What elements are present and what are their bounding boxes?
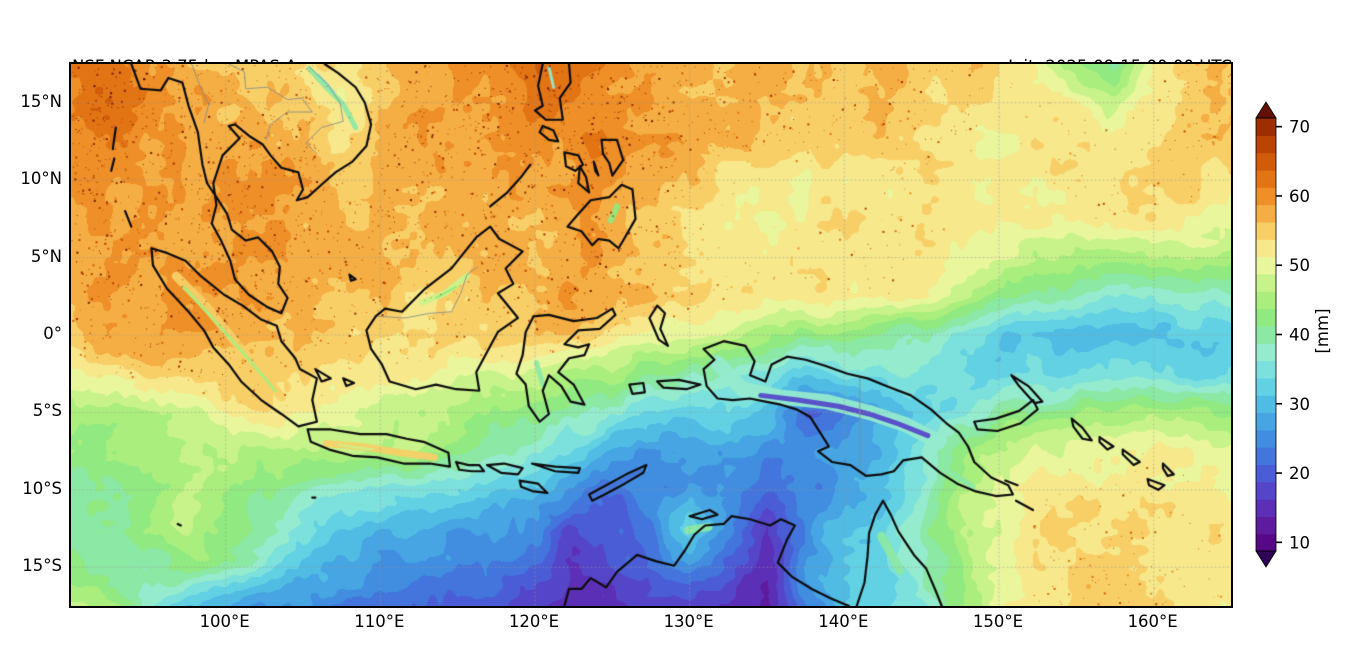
colorbar-svg: 10 20 30 40 50 60 70 (1255, 101, 1310, 568)
x-tick-label: 150°E (972, 612, 1024, 631)
colorbar-tick-label: 30 (1289, 395, 1310, 414)
colorbar-band (1256, 118, 1276, 136)
colorbar-tick-label: 60 (1289, 187, 1310, 206)
y-tick-label: 0° (43, 324, 62, 343)
colorbar-band (1256, 273, 1276, 292)
colorbar-band (1256, 221, 1276, 240)
colorbar-band (1256, 533, 1276, 552)
x-tick-label: 140°E (818, 612, 869, 631)
map-panel (69, 62, 1233, 608)
colorbar-band (1256, 429, 1276, 448)
colorbar-band (1256, 377, 1276, 396)
y-tick-label: 15°N (20, 91, 62, 111)
colorbar-band (1256, 256, 1276, 275)
colorbar-band (1256, 187, 1276, 206)
colorbar-band (1256, 447, 1276, 465)
colorbar-band (1256, 464, 1276, 483)
colorbar-units-label: [mm] (1313, 308, 1332, 354)
colorbar-band (1256, 395, 1276, 414)
y-tick-label: 15°S (22, 556, 62, 576)
colorbar-tick-label: 20 (1289, 464, 1310, 483)
colorbar-band (1256, 152, 1276, 171)
colorbar-band (1256, 135, 1276, 154)
colorbar-band (1256, 343, 1276, 362)
colorbar-tick-label: 50 (1289, 256, 1310, 275)
colorbar-band (1256, 481, 1276, 500)
colorbar-band (1256, 360, 1276, 379)
x-tick-label: 120°E (508, 612, 560, 631)
x-tick-label: 160°E (1127, 612, 1178, 631)
y-tick-label: 5°S (32, 401, 62, 421)
colorbar-band (1256, 325, 1276, 344)
y-tick-label: 10°N (20, 169, 62, 189)
colorbar-band (1256, 169, 1276, 188)
colorbar-tick-label: 40 (1289, 326, 1310, 345)
colorbar: 10 20 30 40 50 60 70 (1252, 100, 1349, 590)
colorbar-band (1256, 308, 1276, 327)
y-tick-label: 5°N (30, 246, 62, 266)
x-tick-label: 110°E (354, 612, 405, 631)
colorbar-extend-arrow (1255, 101, 1277, 119)
tpw-map-canvas (71, 64, 1231, 606)
colorbar-band (1256, 499, 1276, 517)
colorbar-tick-label: 70 (1289, 118, 1310, 137)
colorbar-band (1256, 291, 1276, 310)
colorbar-extend-arrow (1255, 550, 1277, 568)
colorbar-band (1256, 204, 1276, 223)
x-tick-label: 100°E (199, 612, 250, 631)
colorbar-band (1256, 239, 1276, 258)
colorbar-tick-label: 10 (1289, 533, 1310, 552)
y-tick-label: 10°S (22, 478, 62, 498)
colorbar-band (1256, 412, 1276, 431)
x-tick-label: 130°E (663, 612, 714, 631)
colorbar-band (1256, 516, 1276, 535)
